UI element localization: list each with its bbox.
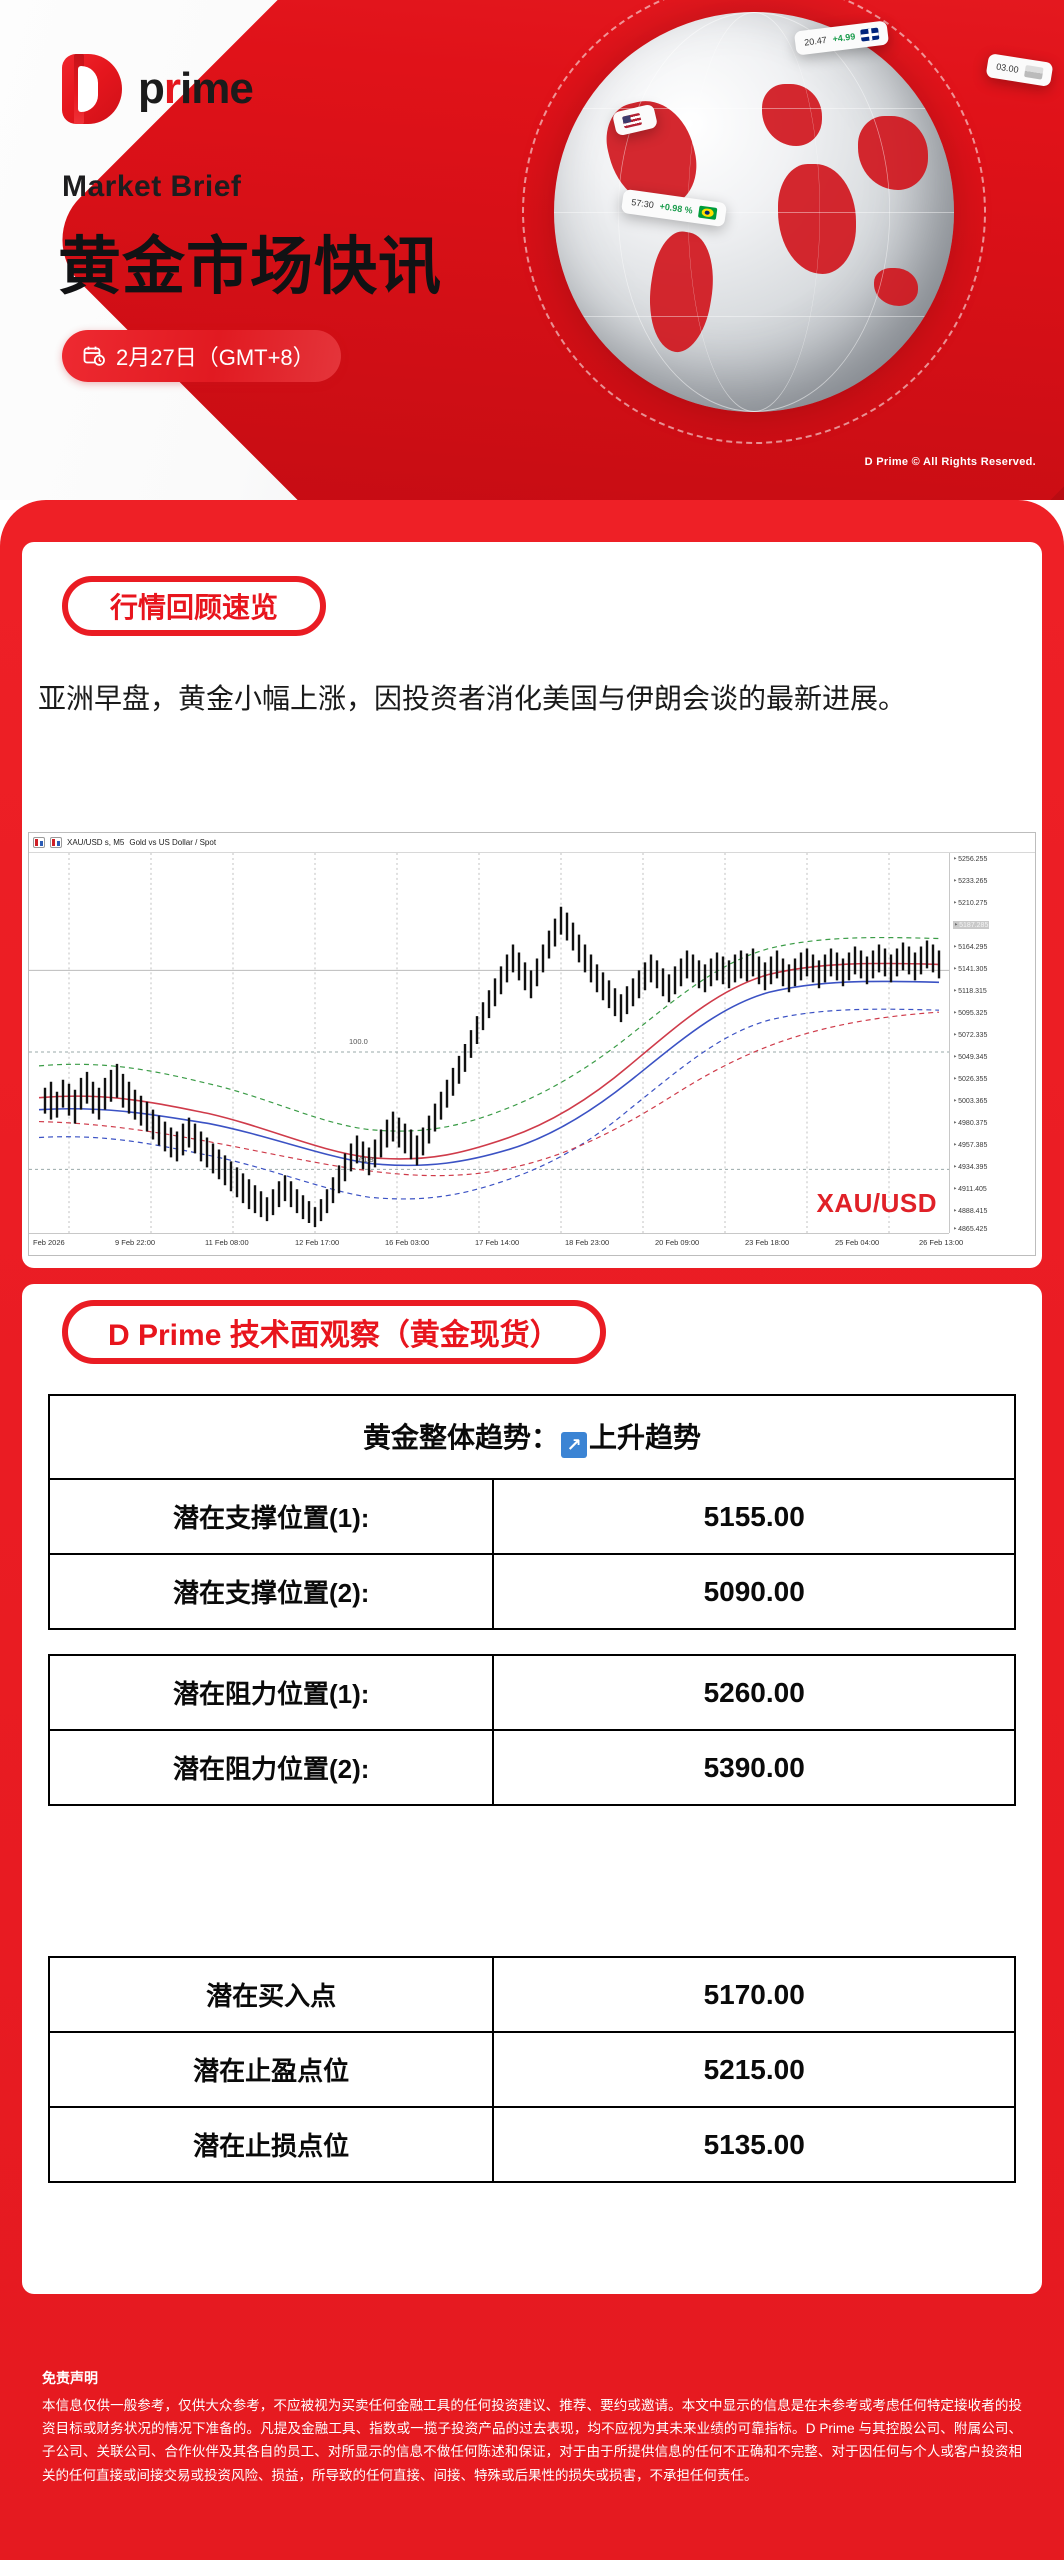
row-label: 潜在阻力位置(1): — [47, 1654, 495, 1731]
time-tick: 16 Feb 03:00 — [385, 1238, 430, 1247]
price-chart: XAU/USD s, M5 Gold vs US Dollar / Spot — [28, 832, 1036, 1256]
hero-copyright: D Prime © All Rights Reserved. — [864, 456, 1036, 468]
time-tick: 23 Feb 18:00 — [745, 1238, 790, 1247]
flag-uk-icon — [860, 27, 880, 42]
price-tick: 5026.355 — [953, 1075, 987, 1083]
section-title-review: 行情回顾速览 — [62, 576, 327, 636]
row-label: 潜在支撑位置(1): — [47, 1478, 495, 1555]
price-tick: 5072.335 — [953, 1031, 987, 1039]
page-title: 黄金市场快讯 — [58, 232, 442, 302]
disclaimer-body: 本信息仅供一般参考，仅供大众参考，不应被视为买卖任何金融工具的任何投资建议、推荐… — [42, 2398, 1022, 2483]
price-tick: 4957.385 — [953, 1141, 987, 1149]
price-tick: 4934.395 — [953, 1163, 987, 1171]
date-badge: 2月27日（GMT+8） — [62, 330, 341, 382]
chart-time-axis: Feb 2026 9 Feb 22:00 11 Feb 08:00 12 Feb… — [29, 1233, 963, 1255]
fib-label-100: 100.0 — [349, 1037, 368, 1046]
table-row: 潜在支撑位置(2): 5090.00 — [47, 1553, 1016, 1630]
chart-symbol-label: XAU/USD s, M5 — [67, 838, 125, 847]
calendar-clock-icon — [82, 344, 106, 368]
time-tick: 12 Feb 17:00 — [295, 1238, 340, 1247]
globe-graphic-icon — [554, 12, 954, 412]
price-tick: 5095.325 — [953, 1009, 987, 1017]
row-value: 5390.00 — [492, 1729, 1016, 1806]
flag-generic-icon — [1023, 64, 1044, 80]
trend-value: 上升趋势 — [589, 1422, 702, 1453]
price-tick: 5210.275 — [953, 899, 987, 907]
row-value: 5135.00 — [492, 2106, 1016, 2183]
resistance-table: 潜在阻力位置(1): 5260.00 潜在阻力位置(2): 5390.00 — [47, 1654, 1016, 1806]
brand-logo: prime — [62, 54, 254, 124]
price-tick: 5049.345 — [953, 1053, 987, 1061]
quote-price: 20.47 — [803, 34, 827, 48]
row-label: 潜在止盈点位 — [47, 2031, 495, 2108]
row-label: 潜在阻力位置(2): — [47, 1729, 495, 1806]
section-title-technical: D Prime 技术面观察（黄金现货） — [62, 1300, 606, 1364]
time-tick: 9 Feb 22:00 — [115, 1238, 156, 1247]
fib-label-618: 61.8 — [359, 1155, 374, 1164]
table-row: 潜在阻力位置(2): 5390.00 — [47, 1729, 1016, 1806]
price-tick: 4865.425 — [953, 1225, 987, 1233]
chart-price-axis: 5256.255 5233.265 5210.275 5187.285 5164… — [949, 853, 1035, 1233]
table-row: 潜在买入点 5170.00 — [47, 1956, 1016, 2033]
chart-watermark: XAU/USD — [816, 1188, 937, 1218]
time-tick: 18 Feb 23:00 — [565, 1238, 610, 1247]
table-row: 潜在止损点位 5135.00 — [47, 2106, 1016, 2183]
row-value: 5170.00 — [492, 1956, 1016, 2033]
row-label: 潜在买入点 — [47, 1956, 495, 2033]
row-label: 潜在止损点位 — [47, 2106, 495, 2183]
row-value: 5090.00 — [492, 1553, 1016, 1630]
trend-label: 黄金整体趋势： — [362, 1422, 559, 1453]
support-table: 黄金整体趋势： ↗ 上升趋势 潜在支撑位置(1): 5155.00 潜在支撑位置(2… — [47, 1394, 1016, 1630]
price-tick: 5233.265 — [953, 877, 987, 885]
price-tick: 4888.415 — [953, 1207, 987, 1215]
candlestick-series — [43, 906, 941, 1228]
price-tick: 4980.375 — [953, 1119, 987, 1127]
quote-delta: +4.99 — [831, 31, 856, 45]
table-row: 潜在止盈点位 5215.00 — [47, 2031, 1016, 2108]
table-row-trend: 黄金整体趋势： ↗ 上升趋势 — [48, 1394, 1016, 1480]
row-value: 5215.00 — [492, 2031, 1016, 2108]
price-tick: 5003.365 — [953, 1097, 987, 1105]
chart-header: XAU/USD s, M5 Gold vs US Dollar / Spot — [29, 833, 1035, 853]
table-row: 潜在阻力位置(1): 5260.00 — [47, 1654, 1016, 1731]
chart-description-label: Gold vs US Dollar / Spot — [129, 838, 217, 847]
row-value: 5155.00 — [492, 1478, 1016, 1555]
chart-plot-area: 100.0 61.8 — [29, 853, 949, 1233]
row-value: 5260.00 — [492, 1654, 1016, 1731]
time-tick: 20 Feb 09:00 — [655, 1238, 700, 1247]
chart-type-icon — [33, 837, 45, 848]
quote-price: 57:30 — [630, 197, 655, 211]
review-paragraph: 亚洲早盘，黄金小幅上涨，因投资者消化美国与伊朗会谈的最新进展。 — [38, 683, 907, 714]
price-tick-current: 5187.285 — [953, 921, 990, 929]
price-tick: 5256.255 — [953, 855, 987, 863]
price-tick: 5118.315 — [953, 987, 987, 995]
time-tick: 11 Feb 08:00 — [205, 1238, 249, 1247]
time-tick: 17 Feb 14:00 — [475, 1238, 520, 1247]
disclaimer-title: 免责声明 — [42, 2370, 98, 2386]
trend-up-arrow-icon: ↗ — [561, 1432, 587, 1458]
table-row: 潜在支撑位置(1): 5155.00 — [47, 1478, 1016, 1555]
flag-br-icon — [697, 205, 718, 220]
chart-svg — [29, 853, 949, 1233]
quote-price: 03.00 — [995, 61, 1020, 75]
time-tick: 26 Feb 13:00 — [919, 1238, 964, 1247]
brand-name: prime — [138, 64, 254, 113]
quote-delta: +0.98 % — [659, 201, 694, 216]
trade-plan-table: 潜在买入点 5170.00 潜在止盈点位 5215.00 潜在止损点位 5135… — [47, 1956, 1016, 2183]
flag-us-icon — [621, 112, 643, 129]
indicator-icon — [50, 837, 62, 848]
price-tick: 5164.295 — [953, 943, 987, 951]
price-tick: 5141.305 — [953, 965, 987, 973]
price-tick: 4911.405 — [953, 1185, 987, 1193]
date-text: 2月27日（GMT+8） — [116, 345, 315, 370]
hero-eyebrow: Market Brief — [62, 170, 242, 203]
time-tick: Feb 2026 — [33, 1238, 65, 1247]
time-tick: 25 Feb 04:00 — [835, 1238, 880, 1247]
hero-banner: 20.47 +4.99 03.00 57:30 +0.98 % prime Ma… — [0, 0, 1064, 500]
row-label: 潜在支撑位置(2): — [47, 1553, 495, 1630]
trend-cell: 黄金整体趋势： ↗ 上升趋势 — [48, 1394, 1016, 1480]
d-prime-logo-icon — [62, 54, 124, 124]
